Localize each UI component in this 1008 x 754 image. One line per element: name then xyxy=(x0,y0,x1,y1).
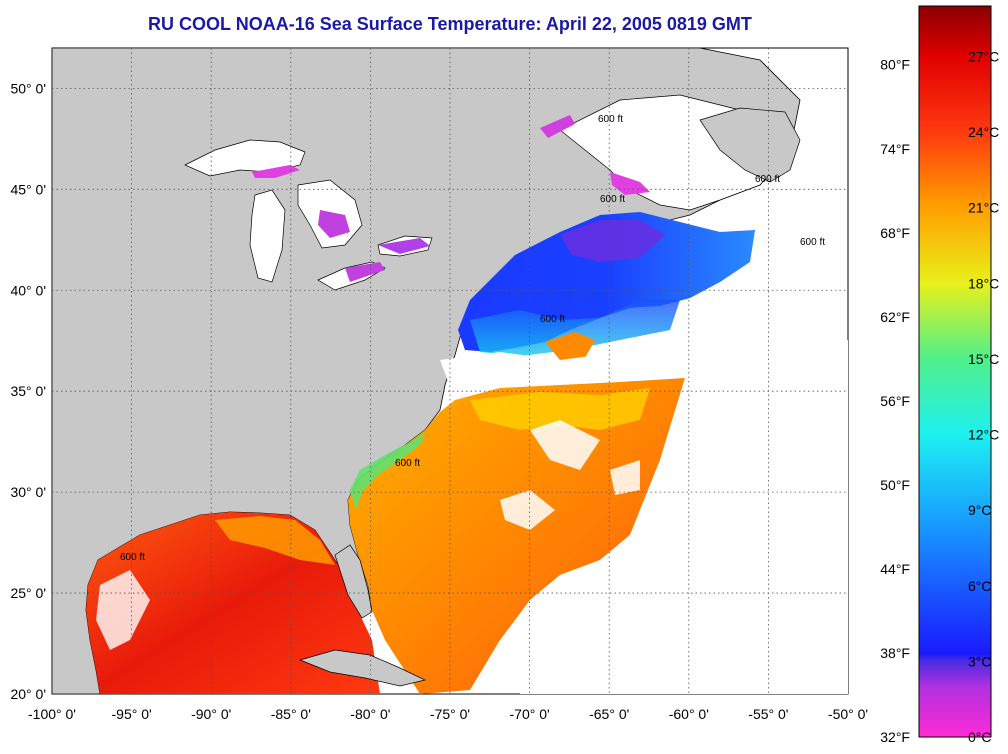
lat-tick-label: 25° 0' xyxy=(10,585,46,601)
lat-tick-label: 45° 0' xyxy=(10,181,46,197)
fahrenheit-scale: 32°F 38°F 44°F 50°F 56°F 62°F 68°F 74°F 80°F xyxy=(880,57,910,745)
lat-tick-label: 50° 0' xyxy=(10,80,46,96)
lat-tick-label: 20° 0' xyxy=(10,686,46,702)
lon-tick-label: -75° 0' xyxy=(430,706,470,722)
fahrenheit-tick-label: 80°F xyxy=(880,57,910,73)
sst-gulf-north-orange xyxy=(215,516,335,565)
contour-label: 600 ft xyxy=(755,174,780,185)
lat-tick-label: 35° 0' xyxy=(10,383,46,399)
cold-patch-huron xyxy=(318,210,350,238)
sst-coastal-green xyxy=(350,432,425,510)
lat-tick-label: 40° 0' xyxy=(10,282,46,298)
land-cuba xyxy=(298,649,427,687)
nodata-east xyxy=(520,340,848,694)
contour-label: 600 ft xyxy=(540,314,565,325)
celsius-tick-label: 6°C xyxy=(968,578,992,594)
lake-superior xyxy=(184,139,306,177)
celsius-tick-label: 9°C xyxy=(968,502,992,518)
sst-shelf-mixing xyxy=(470,300,680,356)
cold-patch-erie xyxy=(345,262,385,282)
lon-tick-label: -85° 0' xyxy=(271,706,311,722)
lake-michigan xyxy=(249,189,286,283)
contour-label: 600 ft xyxy=(120,552,145,563)
lon-tick-label: -65° 0' xyxy=(589,706,629,722)
lon-tick-label: -50° 0' xyxy=(828,706,868,722)
fahrenheit-tick-label: 56°F xyxy=(880,393,910,409)
sst-warm-eddy xyxy=(545,332,595,360)
fahrenheit-tick-label: 68°F xyxy=(880,225,910,241)
colorbar-gradient xyxy=(918,5,992,738)
cold-patch-stlawrence xyxy=(540,115,575,138)
map-title: RU COOL NOAA-16 Sea Surface Temperature:… xyxy=(148,14,752,34)
cold-patch-ontario xyxy=(378,238,430,254)
sst-gulfstream-filament xyxy=(470,388,650,430)
contour-label: 600 ft xyxy=(598,114,623,125)
lon-tick-label: -100° 0' xyxy=(28,706,76,722)
latitude-ticks: 20° 0' 25° 0' 30° 0' 35° 0' 40° 0' 45° 0' 50° … xyxy=(10,80,46,702)
lon-tick-label: -90° 0' xyxy=(191,706,231,722)
fahrenheit-tick-label: 44°F xyxy=(880,561,910,577)
contour-label: 600 ft xyxy=(395,458,420,469)
sst-purple-gulfmaine xyxy=(560,220,665,262)
lon-tick-label: -70° 0' xyxy=(510,706,550,722)
celsius-tick-label: 0°C xyxy=(968,729,992,745)
lat-tick-label: 30° 0' xyxy=(10,484,46,500)
celsius-tick-label: 3°C xyxy=(968,653,992,669)
map-content xyxy=(52,48,848,694)
celsius-tick-label: 18°C xyxy=(968,275,999,291)
contour-label: 600 ft xyxy=(600,194,625,205)
celsius-tick-label: 15°C xyxy=(968,351,999,367)
longitude-ticks: -100° 0' -95° 0' -90° 0' -85° 0' -80° 0' -75°… xyxy=(28,706,868,722)
lon-tick-label: -80° 0' xyxy=(350,706,390,722)
fahrenheit-tick-label: 74°F xyxy=(880,141,910,157)
lon-tick-label: -95° 0' xyxy=(112,706,152,722)
fahrenheit-tick-label: 62°F xyxy=(880,309,910,325)
sst-gulf-clouds xyxy=(96,570,150,650)
fahrenheit-tick-label: 38°F xyxy=(880,645,910,661)
contour-label: 600 ft xyxy=(800,237,825,248)
celsius-tick-label: 27°C xyxy=(968,48,999,64)
lon-tick-label: -60° 0' xyxy=(669,706,709,722)
celsius-scale: 0°C 3°C 6°C 9°C 12°C 15°C 18°C 21°C 24°C 27°C xyxy=(968,48,999,745)
sst-clouds-atlantic xyxy=(500,420,640,530)
celsius-tick-label: 24°C xyxy=(968,124,999,140)
sst-atlantic-warm xyxy=(348,378,685,694)
celsius-tick-label: 12°C xyxy=(968,427,999,443)
land-florida xyxy=(334,544,373,619)
celsius-tick-label: 21°C xyxy=(968,200,999,216)
fahrenheit-tick-label: 50°F xyxy=(880,477,910,493)
fahrenheit-tick-label: 32°F xyxy=(880,729,910,745)
lon-tick-label: -55° 0' xyxy=(748,706,788,722)
contour-labels: 600 ft 600 ft 600 ft 600 ft 600 ft 600 f… xyxy=(120,114,825,563)
newfoundland xyxy=(699,107,801,183)
cold-patch-superior xyxy=(252,165,300,178)
